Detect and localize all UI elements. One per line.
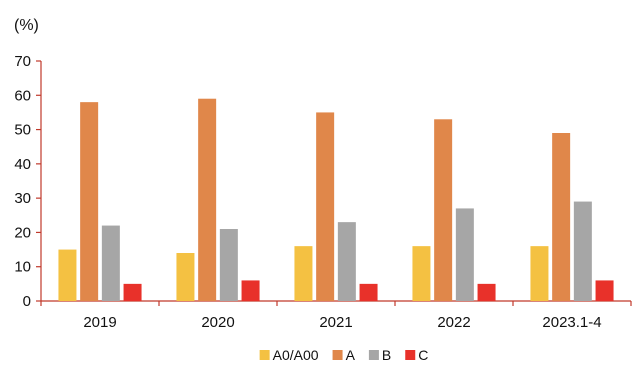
bar: [359, 283, 378, 301]
bar: [58, 249, 77, 301]
bar: [595, 280, 614, 301]
y-tick-label: 0: [23, 293, 31, 310]
legend-swatch: [368, 350, 379, 360]
bar: [123, 283, 142, 301]
x-tick-label: 2023.1-4: [542, 314, 601, 331]
bar: [337, 222, 356, 301]
bar: [241, 280, 260, 301]
bar: [552, 133, 571, 301]
legend-label: A0/A00: [273, 347, 319, 363]
y-tick-label: 70: [14, 53, 31, 70]
bar: [530, 246, 549, 301]
y-tick-label: 40: [14, 156, 31, 173]
y-tick-label: 60: [14, 87, 31, 104]
bar: [176, 253, 195, 301]
bar: [412, 246, 431, 301]
legend-swatch: [405, 350, 416, 360]
bars: [58, 98, 614, 302]
bar: [316, 112, 335, 301]
y-tick-label: 30: [14, 190, 31, 207]
bar: [477, 283, 496, 301]
bar: [80, 102, 99, 302]
x-tick-label: 2020: [201, 314, 234, 331]
legend-item: A: [332, 347, 356, 363]
bar: [101, 225, 120, 301]
bar: [198, 98, 217, 301]
bar: [573, 201, 592, 301]
x-tick-label: 2019: [83, 314, 116, 331]
legend-item: A0/A00: [259, 347, 319, 363]
legend-swatch: [259, 350, 270, 360]
legend: A0/A00 A B C: [259, 347, 428, 363]
legend-label: A: [346, 347, 356, 363]
axes: 0 10 20 30 40 50 60 70 2019 2020 2021 2022 2023.1-4: [14, 53, 632, 331]
y-tick-label: 50: [14, 122, 31, 139]
bar: [294, 246, 313, 301]
legend-label: C: [418, 347, 428, 363]
legend-item: B: [368, 347, 391, 363]
legend-label: B: [382, 347, 391, 363]
bar: [434, 119, 453, 302]
bar: [455, 208, 474, 301]
x-tick-label: 2022: [437, 314, 470, 331]
y-tick-label: 10: [14, 259, 31, 276]
y-tick-label: 20: [14, 224, 31, 241]
legend-item: C: [405, 347, 428, 363]
bar: [219, 229, 238, 301]
legend-swatch: [332, 350, 343, 360]
y-unit-label: (%): [14, 17, 39, 34]
x-tick-label: 2021: [319, 314, 352, 331]
